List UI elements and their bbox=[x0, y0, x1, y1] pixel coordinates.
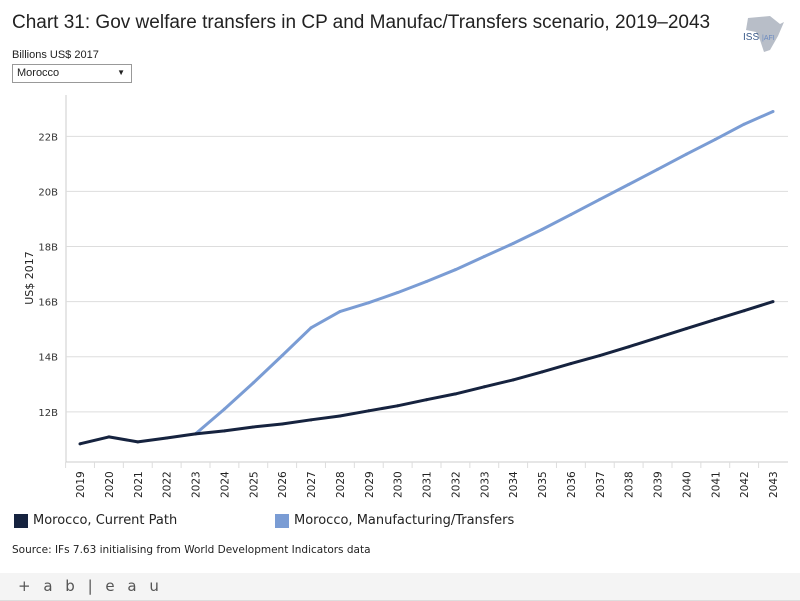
data-point bbox=[309, 418, 313, 422]
data-point bbox=[598, 354, 602, 358]
data-point bbox=[569, 213, 573, 217]
data-point bbox=[540, 370, 544, 374]
svg-text:|AFI: |AFI bbox=[762, 35, 775, 42]
x-tick-label: 2038 bbox=[624, 471, 636, 498]
x-tick-label: 2021 bbox=[133, 471, 145, 498]
data-point bbox=[771, 300, 775, 304]
x-tick-label: 2042 bbox=[739, 471, 751, 498]
data-point bbox=[598, 197, 602, 201]
data-point bbox=[482, 254, 486, 258]
chart-title: Chart 31: Gov welfare transfers in CP an… bbox=[12, 12, 711, 33]
x-tick-label: 2026 bbox=[277, 471, 289, 498]
svg-text:ISS: ISS bbox=[743, 32, 759, 43]
data-point bbox=[396, 291, 400, 295]
x-tick-label: 2027 bbox=[306, 471, 318, 498]
data-point bbox=[367, 409, 371, 413]
x-tick-label: 2023 bbox=[191, 471, 203, 498]
data-point bbox=[107, 435, 111, 439]
dropdown-arrow-icon: ▼ bbox=[117, 68, 125, 77]
x-tick-label: 2025 bbox=[248, 471, 260, 498]
data-point bbox=[569, 362, 573, 366]
country-selected: Morocco bbox=[17, 67, 60, 79]
data-point bbox=[78, 442, 82, 446]
x-tick-label: 2024 bbox=[219, 471, 231, 498]
x-tick-label: 2028 bbox=[335, 471, 347, 498]
data-point bbox=[280, 354, 284, 358]
data-point bbox=[453, 268, 457, 272]
tableau-logo[interactable]: + a b | e a u bbox=[18, 577, 163, 595]
data-point bbox=[425, 280, 428, 284]
y-axis-title: US$ 2017 bbox=[23, 251, 36, 305]
legend-swatch bbox=[275, 513, 289, 528]
data-point bbox=[280, 422, 284, 426]
data-point bbox=[453, 392, 457, 396]
x-tick-label: 2031 bbox=[422, 471, 434, 498]
y-tick-label: 22B bbox=[38, 132, 58, 143]
x-tick-label: 2043 bbox=[768, 471, 780, 498]
x-tick-label: 2022 bbox=[162, 471, 174, 498]
legend-swatch bbox=[14, 513, 28, 528]
data-point bbox=[742, 122, 746, 126]
iss-africa-logo: ISS |AFI bbox=[740, 14, 800, 54]
data-point bbox=[511, 242, 515, 246]
legend-item-manufacturing-transfers[interactable]: Morocco, Manufacturing/Transfers bbox=[275, 513, 514, 528]
data-point bbox=[136, 440, 140, 444]
y-tick-label: 20B bbox=[38, 187, 58, 198]
data-point bbox=[251, 425, 255, 429]
data-point bbox=[540, 227, 544, 231]
x-tick-label: 2020 bbox=[104, 471, 116, 498]
x-tick-label: 2039 bbox=[653, 471, 665, 498]
x-tick-label: 2036 bbox=[566, 471, 578, 498]
data-point bbox=[367, 301, 371, 305]
data-point bbox=[656, 167, 659, 171]
x-tick-label: 2037 bbox=[595, 471, 607, 498]
data-point bbox=[222, 429, 226, 433]
data-point bbox=[194, 432, 197, 436]
x-tick-label: 2033 bbox=[479, 471, 491, 498]
chart-subtitle: Billions US$ 2017 bbox=[12, 49, 99, 59]
data-point bbox=[511, 378, 515, 382]
data-point bbox=[338, 414, 342, 418]
data-point bbox=[713, 318, 717, 322]
data-point bbox=[425, 398, 428, 402]
x-tick-label: 2035 bbox=[537, 471, 549, 498]
data-point bbox=[742, 309, 746, 313]
x-tick-label: 2032 bbox=[450, 471, 462, 498]
country-dropdown[interactable]: Morocco ▼ bbox=[12, 64, 132, 83]
data-point bbox=[165, 436, 169, 440]
x-tick-label: 2029 bbox=[364, 471, 376, 498]
tableau-footer: + a b | e a u bbox=[0, 573, 800, 601]
legend-label: Morocco, Current Path bbox=[33, 513, 178, 528]
y-tick-label: 16B bbox=[38, 298, 58, 309]
data-point bbox=[656, 336, 659, 340]
data-point bbox=[222, 407, 226, 411]
y-tick-label: 18B bbox=[38, 243, 58, 254]
x-tick-label: 2041 bbox=[710, 471, 722, 498]
data-point bbox=[251, 381, 255, 385]
data-point bbox=[627, 183, 631, 187]
legend-label: Morocco, Manufacturing/Transfers bbox=[294, 513, 515, 528]
data-point bbox=[482, 385, 486, 389]
data-point bbox=[684, 327, 688, 331]
x-tick-label: 2040 bbox=[681, 471, 693, 498]
source-note: Source: IFs 7.63 initialising from World… bbox=[12, 544, 371, 556]
data-point bbox=[771, 110, 775, 114]
y-tick-label: 14B bbox=[38, 353, 58, 364]
data-point bbox=[396, 404, 400, 408]
data-point bbox=[338, 310, 342, 314]
y-tick-label: 12B bbox=[38, 408, 58, 419]
data-point bbox=[713, 137, 717, 141]
x-tick-label: 2019 bbox=[75, 471, 87, 498]
data-point bbox=[309, 326, 313, 330]
legend-item-current-path[interactable]: Morocco, Current Path bbox=[14, 513, 177, 528]
series-line-morocco-current-path bbox=[79, 300, 774, 446]
data-point bbox=[627, 345, 631, 349]
data-point bbox=[684, 152, 688, 156]
line-chart: 12B 14B 16B 18B 20B 22B US$ 2017 2019 2020 2021 20… bbox=[23, 95, 788, 498]
x-tick-label: 2034 bbox=[508, 471, 520, 498]
x-tick-label: 2030 bbox=[393, 471, 405, 498]
